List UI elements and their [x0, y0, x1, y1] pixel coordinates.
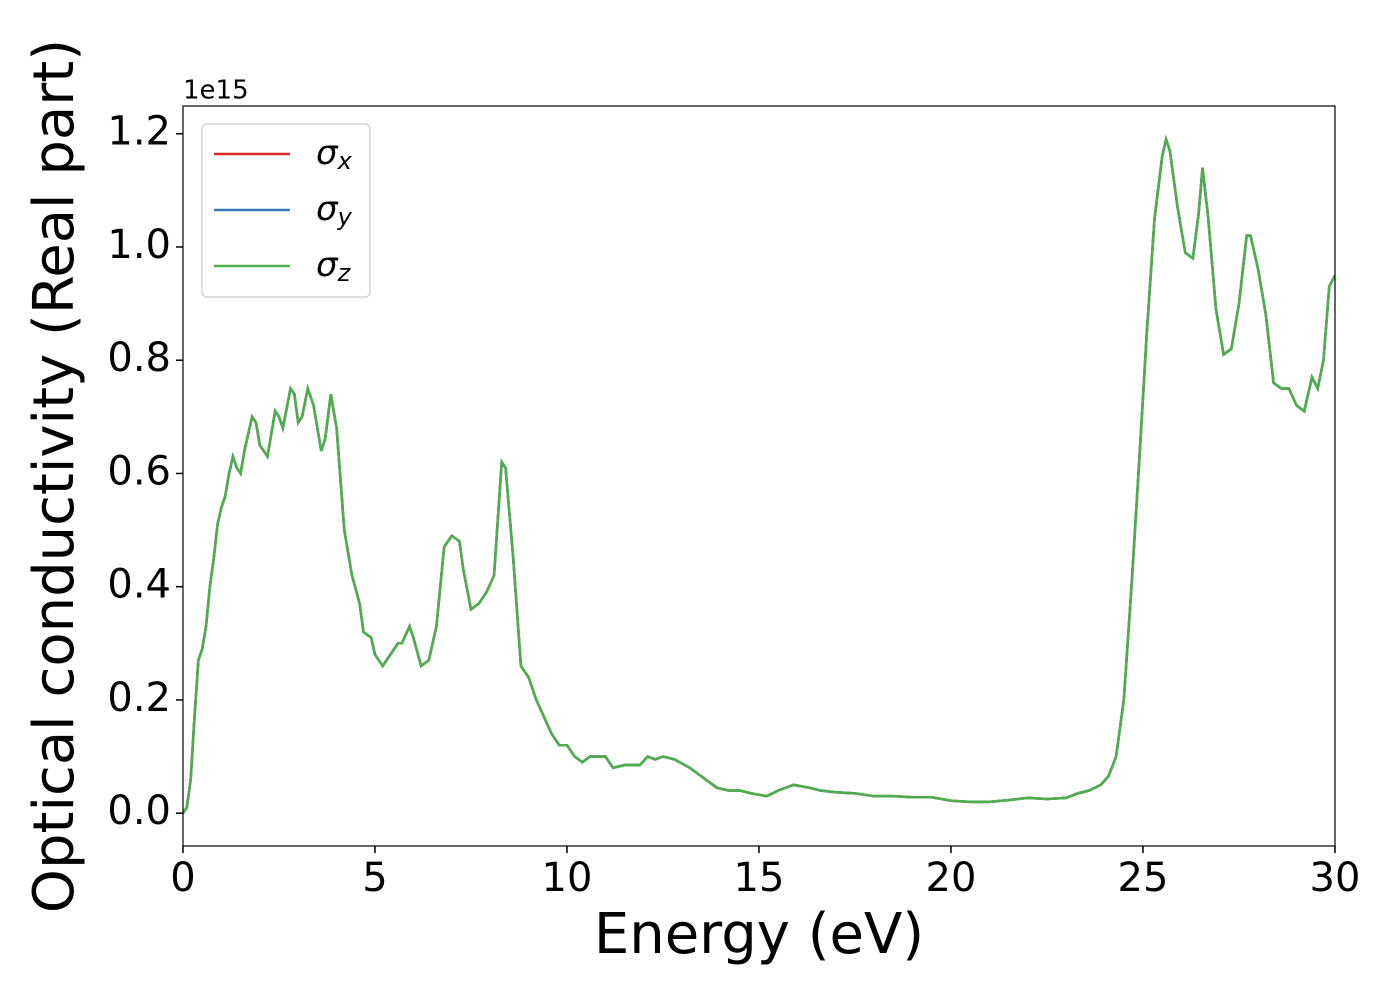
plot-frame [182, 105, 1336, 847]
legend-label: σx [316, 133, 353, 176]
y-tick-label: 1.0 [107, 222, 171, 268]
y-axis-label: Optical conductivity (Real part) [22, 39, 87, 913]
y-tick-label: 0.4 [107, 562, 171, 608]
x-tick-label: 30 [1310, 855, 1361, 901]
x-tick-label: 20 [926, 855, 977, 901]
legend-label: σz [316, 245, 352, 288]
series-line [183, 134, 1335, 814]
y-tick-label: 0.8 [107, 335, 171, 381]
offset-label: 1e15 [183, 76, 249, 106]
x-tick-label: 0 [170, 855, 195, 901]
y-tick-label: 1.2 [107, 109, 171, 155]
x-tick-label: 5 [362, 855, 387, 901]
y-tick-label: 0.6 [107, 448, 171, 494]
x-axis-label: Energy (eV) [594, 902, 924, 967]
y-tick-label: 0.0 [107, 788, 171, 834]
y-tick-label: 0.2 [107, 675, 171, 721]
x-tick-label: 10 [542, 855, 593, 901]
legend-label: σy [316, 189, 353, 232]
x-tick-label: 25 [1118, 855, 1169, 901]
x-tick-label: 15 [734, 855, 785, 901]
